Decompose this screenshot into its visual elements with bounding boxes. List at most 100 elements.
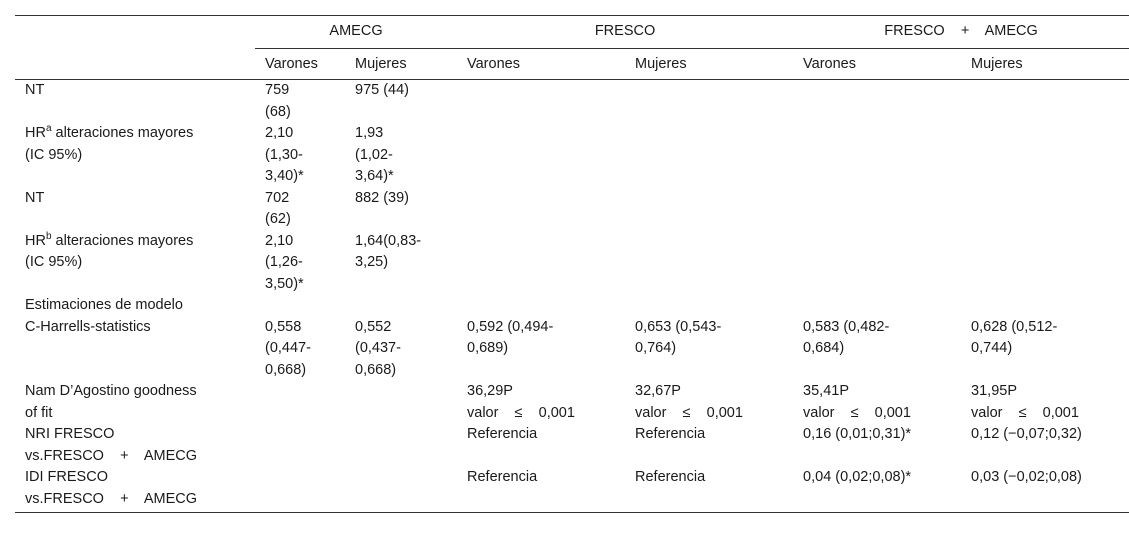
- row-label: NT: [15, 80, 255, 124]
- table-row: NRI FRESCO vs.FRESCO + AMECG Referencia Re…: [15, 424, 1129, 467]
- table-cell: [793, 123, 961, 188]
- row-label-rest: alteraciones mayores (IC 95%): [25, 125, 194, 163]
- table-cell: 0,653 (0,543- 0,764): [635, 318, 722, 357]
- table-cell: [457, 80, 625, 124]
- table-cell: [255, 424, 345, 467]
- table-body: NT 759 (68) 975 (44) HRa alteraciones mayor…: [15, 80, 1129, 513]
- results-table-container: AMECG FRESCO FRESCO + AMECG Varones Muje…: [15, 15, 1129, 513]
- table-cell: 0,592 (0,494- 0,689): [467, 318, 554, 357]
- table-cell: [345, 381, 457, 424]
- table-cell: [793, 295, 961, 317]
- group-header-fresco-amecg: FRESCO + AMECG: [793, 15, 1129, 49]
- subheader-row: Varones Mujeres Varones Mujeres Varones …: [15, 48, 1129, 80]
- table-cell: [961, 188, 1129, 231]
- table-cell: 975 (44): [355, 82, 410, 98]
- results-table: AMECG FRESCO FRESCO + AMECG Varones Muje…: [15, 15, 1129, 513]
- table-cell: 2,10 (1,26- 3,50)*: [265, 232, 304, 292]
- table-cell: 0,558 (0,447- 0,668): [265, 318, 311, 378]
- row-label-rest: alteraciones mayores (IC 95%): [25, 232, 194, 271]
- table-cell: 0,16 (0,01;0,31)*: [803, 426, 912, 442]
- table-cell: [457, 188, 625, 231]
- table-cell: 2,10 (1,30- 3,40)*: [265, 125, 304, 184]
- table-cell: [625, 80, 793, 124]
- table-cell: [793, 231, 961, 296]
- table-cell: [793, 80, 961, 124]
- table-cell: 36,29P valor ≤ 0,001: [467, 383, 575, 421]
- row-label-text: NT: [25, 82, 45, 98]
- group-header-amecg: AMECG: [255, 15, 458, 49]
- subheader-blank: [15, 48, 255, 80]
- row-label: IDI FRESCO vs.FRESCO + AMECG: [15, 467, 255, 513]
- table-cell: 0,03 (−0,02;0,08): [961, 467, 1129, 513]
- row-label: HRb alteraciones mayores (IC 95%): [15, 231, 255, 296]
- table-cell: [457, 231, 625, 296]
- row-label-text: HR: [25, 232, 46, 249]
- table-cell: 32,67P valor ≤ 0,001: [635, 383, 743, 421]
- table-cell: 1,93 (1,02- 3,64)*: [355, 125, 394, 184]
- row-label: C-Harrells-statistics: [15, 317, 255, 382]
- table-row: Estimaciones de modelo: [15, 295, 1129, 317]
- table-cell: [625, 231, 793, 296]
- row-label-text: Nam D’Agostino goodness of fit: [25, 383, 197, 421]
- table-row: HRb alteraciones mayores (IC 95%) 2,10 (1…: [15, 231, 1129, 296]
- footnote-marker: a: [45, 123, 52, 135]
- table-cell: 35,41P valor ≤ 0,001: [803, 383, 911, 421]
- table-cell: 702 (62): [265, 189, 291, 228]
- table-cell: 1,64(0,83- 3,25): [355, 232, 422, 271]
- table-cell: [793, 188, 961, 231]
- table-row: Nam D’Agostino goodness of fit 36,29P val…: [15, 381, 1129, 424]
- subheader-amecg-mujeres: Mujeres: [345, 48, 458, 80]
- table-row: HRa alteraciones mayores (IC 95%) 2,10 (1…: [15, 123, 1129, 188]
- table-cell: 882 (39): [355, 189, 410, 206]
- table-cell: 0,583 (0,482- 0,684): [803, 318, 890, 357]
- table-row: C-Harrells-statistics 0,558 (0,447- 0,668…: [15, 317, 1129, 382]
- table-cell: [255, 295, 345, 317]
- subheader-combined-varones: Varones: [793, 48, 962, 80]
- table-cell: [625, 295, 793, 317]
- row-label-text: C-Harrells-statistics: [25, 318, 151, 335]
- table-cell: 0,628 (0,512- 0,744): [971, 318, 1058, 357]
- table-cell: [255, 467, 345, 513]
- table-cell: Referencia: [625, 467, 794, 513]
- table-cell: Referencia: [457, 467, 626, 513]
- footnote-marker: b: [45, 230, 52, 242]
- group-header-fresco: FRESCO: [457, 15, 794, 49]
- table-cell: [457, 295, 625, 317]
- row-label: Estimaciones de modelo: [15, 295, 255, 317]
- table-cell: Referencia: [467, 426, 538, 442]
- table-cell: [961, 80, 1129, 124]
- table-cell: [961, 231, 1129, 296]
- row-label: Nam D’Agostino goodness of fit: [15, 381, 255, 424]
- table-row: NT 702 (62) 882 (39): [15, 188, 1129, 231]
- table-cell: 0,04 (0,02;0,08)*: [793, 467, 962, 513]
- row-label-text: NT: [25, 189, 45, 206]
- table-cell: 31,95P valor ≤ 0,001: [971, 383, 1079, 421]
- table-cell: 759 (68): [265, 82, 291, 120]
- row-label: NT: [15, 188, 255, 231]
- table-row: IDI FRESCO vs.FRESCO + AMECG Referencia Re…: [15, 467, 1129, 513]
- table-cell: [625, 123, 793, 188]
- table-cell: 0,12 (−0,07;0,32): [971, 426, 1082, 442]
- subheader-fresco-mujeres: Mujeres: [625, 48, 794, 80]
- subheader-amecg-varones: Varones: [255, 48, 345, 80]
- table-row: NT 759 (68) 975 (44): [15, 80, 1129, 124]
- table-cell: [345, 467, 458, 513]
- table-cell: [961, 123, 1129, 188]
- subheader-combined-mujeres: Mujeres: [961, 48, 1129, 80]
- table-cell: [625, 188, 793, 231]
- table-cell: Referencia: [635, 426, 706, 442]
- row-label-text: NRI FRESCO vs.FRESCO + AMECG: [25, 426, 198, 464]
- row-label: NRI FRESCO vs.FRESCO + AMECG: [15, 424, 255, 467]
- group-header-row: AMECG FRESCO FRESCO + AMECG: [15, 15, 1129, 49]
- row-label: HRa alteraciones mayores (IC 95%): [15, 123, 255, 188]
- subheader-fresco-varones: Varones: [457, 48, 626, 80]
- table-cell: [961, 295, 1129, 317]
- table-cell: 0,552 (0,437- 0,668): [355, 318, 401, 378]
- corner-cell: [15, 15, 255, 48]
- table-cell: [457, 123, 625, 188]
- row-label-text: Estimaciones de modelo: [25, 297, 183, 313]
- row-label-text: IDI FRESCO vs.FRESCO + AMECG: [25, 469, 198, 507]
- table-cell: [345, 295, 457, 317]
- table-cell: [255, 381, 345, 424]
- row-label-text: HR: [25, 125, 46, 141]
